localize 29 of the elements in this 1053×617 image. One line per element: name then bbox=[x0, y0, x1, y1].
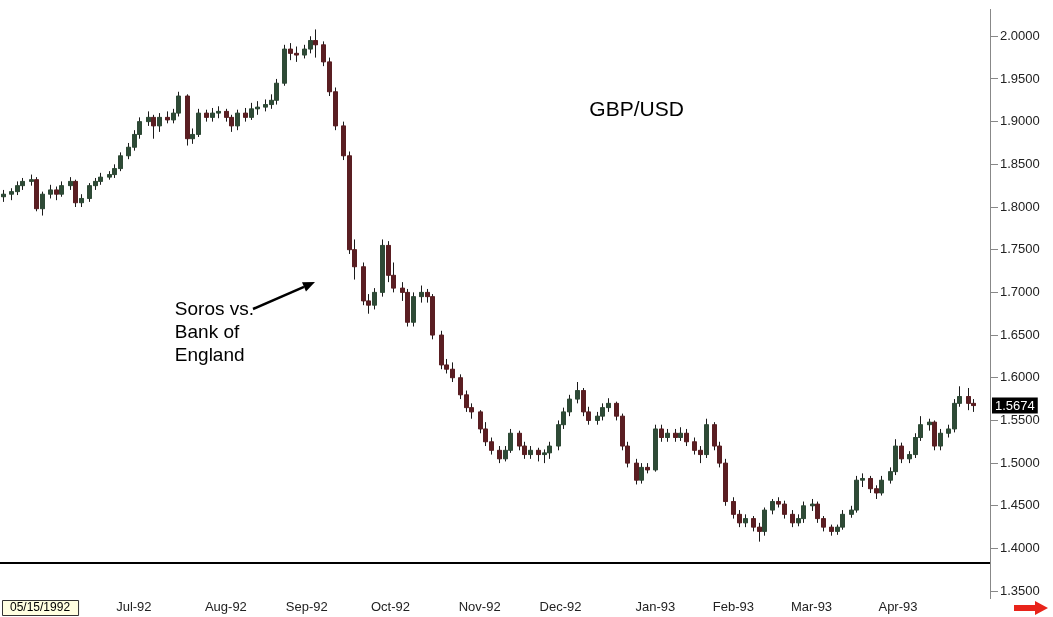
x-tick-label: Apr-93 bbox=[878, 599, 918, 615]
x-tick-label: Oct-92 bbox=[370, 599, 410, 615]
y-tick-label: 1.7500 bbox=[1000, 241, 1040, 257]
candlestick bbox=[575, 381, 580, 404]
x-tick-label: Jul-92 bbox=[116, 599, 152, 615]
x-tick-label: Feb-93 bbox=[712, 599, 755, 615]
y-tick-label: 1.9500 bbox=[1000, 70, 1040, 86]
y-tick-label: 1.6000 bbox=[1000, 369, 1040, 385]
x-tick-label: Dec-92 bbox=[539, 599, 582, 615]
x-tick-label: Mar-93 bbox=[790, 599, 833, 615]
x-tick-label: Sep-92 bbox=[285, 599, 328, 615]
annotation: Soros vs. Bank of England bbox=[174, 297, 255, 365]
y-tick-label: 1.4000 bbox=[1000, 540, 1040, 556]
x-tick-label: Aug-92 bbox=[204, 599, 247, 615]
text: 05/15/1992 bbox=[10, 600, 71, 615]
y-tick-label: 1.4500 bbox=[1000, 497, 1040, 513]
y-tick-label: 1.5500 bbox=[1000, 412, 1040, 428]
y-tick-label: 2.0000 bbox=[1000, 27, 1040, 43]
y-tick-label: 1.9000 bbox=[1000, 113, 1040, 129]
x-tick-label: Nov-92 bbox=[458, 599, 501, 615]
text: 1.5674 bbox=[995, 398, 1035, 414]
text: GBP/USD bbox=[589, 96, 684, 120]
y-tick-label: 1.7000 bbox=[1000, 283, 1040, 299]
y-tick-label: 1.3500 bbox=[1000, 582, 1040, 598]
y-tick-label: 1.8000 bbox=[1000, 198, 1040, 214]
x-tick-label: Jan-93 bbox=[635, 599, 676, 615]
y-tick-label: 1.5000 bbox=[1000, 454, 1040, 470]
y-tick-label: 1.8500 bbox=[1000, 155, 1040, 171]
y-tick-label: 1.6500 bbox=[1000, 326, 1040, 342]
